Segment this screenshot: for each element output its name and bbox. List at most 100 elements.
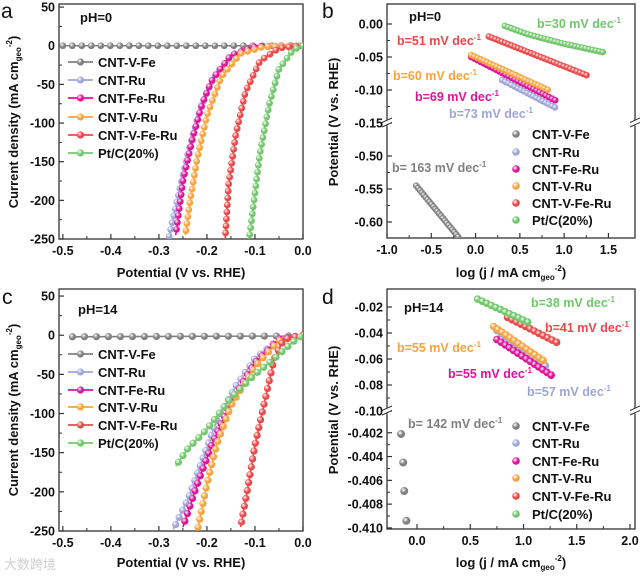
data-point-cnt-v-ru <box>211 90 219 98</box>
data-point-cnt-v-fe-ru <box>226 173 234 181</box>
panel-title: pH=0 <box>409 9 441 24</box>
legend-marker-cnt-fe-ru <box>76 386 85 394</box>
axis-break-mark <box>629 122 640 128</box>
panel-d: d pH=14 0.0 0.5 1.0 1.5 2.0 -0.02 -0.04 -0.06 -0.0… <box>322 286 640 572</box>
legend-label: CNT-V-Ru <box>98 110 158 125</box>
legend-marker-pt-c-20 <box>512 510 520 518</box>
data-point-cnt-v-fe-ru <box>236 111 244 119</box>
data-point-cnt-v-fe-ru <box>262 392 270 400</box>
data-point-cnt-v-fe-ru <box>249 71 257 79</box>
annotation-text: b=51 mV dec <box>397 34 474 48</box>
data-point-cnt-v-fe <box>128 332 137 341</box>
data-point-cnt-v-fe-ru <box>265 377 273 385</box>
data-point-cnt-v-ru <box>222 415 230 423</box>
data-point-cnt-v-fe <box>80 333 89 341</box>
y-tick-label: -0.406 <box>348 474 383 488</box>
data-point-cnt-v-fe-ru <box>225 180 233 188</box>
data-point-cnt-v-ru <box>202 116 210 124</box>
y-tick-label: 50 <box>41 290 55 304</box>
data-point-cnt-fe-ru <box>182 163 190 171</box>
legend: CNT-V-Fe CNT-Ru CNT-Fe-Ru CNT-V-Ru CNT-V-Fe-… <box>68 55 178 161</box>
data-point-pt-c-20 <box>256 147 264 155</box>
data-point-cnt-v-ru <box>232 55 240 62</box>
data-point-cnt-v-fe-ru <box>247 463 255 471</box>
axis-break-mark <box>381 410 393 416</box>
series-pt-c-20 <box>174 333 303 467</box>
data-point-pt-c-20 <box>260 363 268 371</box>
legend-marker-cnt-v-ru <box>76 403 85 411</box>
series-cnt-ru <box>498 76 559 111</box>
x-axis-label: Potential (V vs. RHE) <box>117 265 246 280</box>
data-point-cnt-v-fe-ru <box>222 229 229 237</box>
legend-label: Pt/C(20%) <box>532 213 593 228</box>
legend-label: CNT-V-Fe <box>532 419 590 434</box>
data-point-cnt-v-fe <box>152 332 161 341</box>
legend-label: CNT-Ru <box>98 365 146 380</box>
data-point-pt-c-20 <box>259 134 267 141</box>
y-tick-label: -0.04 <box>355 327 384 341</box>
data-point-cnt-v-fe <box>173 42 181 50</box>
label-main: Potential (V vs. RHE) <box>326 346 341 475</box>
annotation-superscript: -1 <box>495 416 503 425</box>
x-tick-label: -0.2 <box>196 536 218 550</box>
plot-frame <box>58 288 304 532</box>
annotation-superscript: -1 <box>474 33 482 42</box>
data-point-cnt-v-ru <box>196 515 204 523</box>
data-point-cnt-v-fe-ru <box>237 518 246 526</box>
legend-marker-cnt-v-fe-ru <box>512 199 520 207</box>
data-point-pt-c-20 <box>299 42 303 50</box>
y-tick-label: 50 <box>41 1 55 15</box>
data-point-pt-c-20 <box>179 451 187 460</box>
legend-marker-cnt-ru <box>76 76 85 84</box>
y-tick-label: -50 <box>37 368 55 382</box>
data-point-cnt-v-ru <box>184 213 192 221</box>
legend-marker-cnt-fe-ru <box>512 165 520 173</box>
data-point-cnt-v-ru <box>206 468 214 477</box>
data-point-pt-c-20 <box>273 72 281 80</box>
tafel-slope-annotation: b=73 mV dec-1 <box>449 106 533 121</box>
legend-marker-cnt-v-fe <box>76 58 85 66</box>
data-point-pt-c-20 <box>254 161 262 169</box>
legend: CNT-V-Fe CNT-Ru CNT-Fe-Ru CNT-V-Ru CNT-V-Fe-… <box>512 419 612 522</box>
data-point-cnt-v-ru <box>264 348 273 356</box>
series-cnt-v-ru <box>182 42 303 236</box>
label-main: Current density (mA cm <box>6 349 21 496</box>
data-point-cnt-v-fe <box>402 516 411 525</box>
axis-break-mark <box>629 117 640 123</box>
x-tick-label: 2.0 <box>621 534 638 548</box>
y-tick-label: 0.00 <box>359 17 383 31</box>
x-tick-label: -0.1 <box>244 536 266 550</box>
annotation-text: b=55 mV dec <box>448 367 525 381</box>
label-subscript: geo <box>541 273 555 282</box>
data-point-cnt-fe-ru <box>200 96 208 103</box>
data-point-cnt-ru <box>551 104 559 111</box>
tafel-slope-annotation: b=55 mV dec-1 <box>397 340 481 355</box>
data-point-cnt-v-fe <box>78 42 86 50</box>
tafel-slope-annotation: b=60 mV dec-1 <box>393 68 477 83</box>
data-point-cnt-fe-ru <box>212 71 220 78</box>
data-point-cnt-fe-ru <box>547 371 556 380</box>
series-cnt-v-fe <box>412 182 462 238</box>
data-point-cnt-fe-ru <box>174 212 182 219</box>
legend: CNT-V-Fe CNT-Ru CNT-Fe-Ru CNT-V-Ru CNT-V-Fe-… <box>68 347 178 451</box>
data-point-cnt-v-fe <box>144 42 152 50</box>
data-point-pt-c-20 <box>264 106 272 114</box>
axis-break-mark <box>381 405 393 411</box>
data-point-cnt-v-fe-ru <box>253 431 261 440</box>
y-tick-label: -0.15 <box>355 117 384 131</box>
data-point-cnt-v-ru <box>251 46 258 53</box>
data-point-cnt-v-fe <box>97 42 105 50</box>
data-point-cnt-fe-ru <box>181 517 189 525</box>
y-tick-label: -0.05 <box>355 50 384 64</box>
data-point-cnt-fe-ru <box>190 129 198 137</box>
data-point-cnt-v-ru <box>208 461 216 469</box>
data-point-cnt-v-fe-ru <box>283 334 291 343</box>
data-point-pt-c-20 <box>252 182 260 190</box>
data-point-pt-c-20 <box>279 60 287 68</box>
tafel-slope-annotation: b=38 mV dec-1 <box>531 295 615 310</box>
y-tick-label: -0.404 <box>348 450 383 464</box>
data-point-cnt-v-ru <box>219 71 227 79</box>
y-tick-label: -0.06 <box>355 353 384 367</box>
series-cnt-v-fe-ru <box>222 42 303 239</box>
data-point-cnt-v-fe <box>92 333 101 341</box>
